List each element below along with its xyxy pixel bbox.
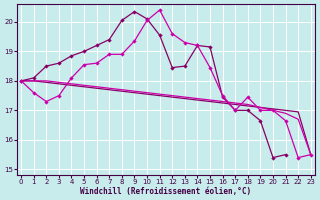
X-axis label: Windchill (Refroidissement éolien,°C): Windchill (Refroidissement éolien,°C) [80, 187, 252, 196]
